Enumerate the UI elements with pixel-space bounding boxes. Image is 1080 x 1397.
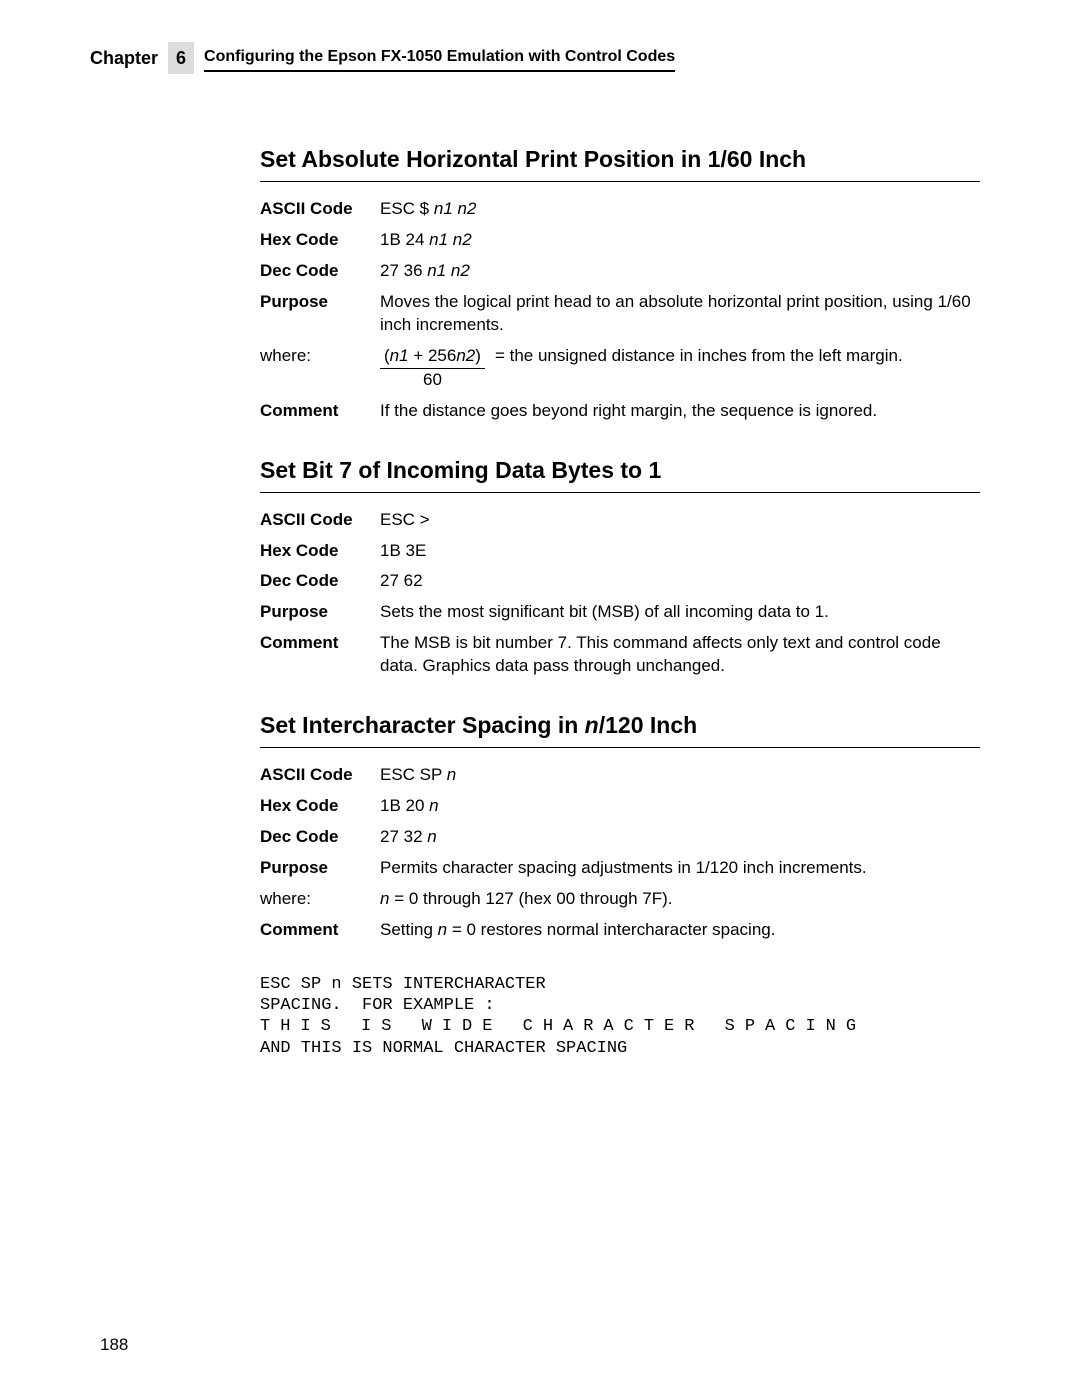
row-label: ASCII Code [260,505,380,536]
row-value: 27 32 n [380,822,980,853]
chapter-title: Configuring the Epson FX-1050 Emulation … [204,46,675,72]
row-value: 1B 20 n [380,791,980,822]
def-table-3: ASCII Code ESC SP n Hex Code 1B 20 n Dec… [260,760,980,946]
row-value: n = 0 through 127 (hex 00 through 7F). [380,884,980,915]
row-value: 27 36 n1 n2 [380,256,980,287]
row-label: Hex Code [260,791,380,822]
row-label: Purpose [260,287,380,341]
row-value: ESC $ n1 n2 [380,194,980,225]
row-value: 1B 3E [380,536,980,567]
row-value: 27 62 [380,566,980,597]
page-content: Set Absolute Horizontal Print Position i… [260,144,980,1059]
row-label: ASCII Code [260,194,380,225]
section-heading-3: Set Intercharacter Spacing in n/120 Inch [260,710,980,748]
chapter-label: Chapter [90,46,158,70]
row-label: Comment [260,628,380,682]
row-value: ESC SP n [380,760,980,791]
printer-sample: ESC SP n SETS INTERCHARACTER SPACING. FO… [260,974,980,1059]
page-number: 188 [100,1334,128,1357]
def-table-2: ASCII Code ESC > Hex Code 1B 3E Dec Code… [260,505,980,683]
row-value: Setting n = 0 restores normal interchara… [380,915,980,946]
section-heading-1: Set Absolute Horizontal Print Position i… [260,144,980,182]
row-value: Moves the logical print head to an absol… [380,287,980,341]
row-value: Sets the most significant bit (MSB) of a… [380,597,980,628]
row-value: If the distance goes beyond right margin… [380,396,980,427]
row-label: Comment [260,915,380,946]
chapter-number: 6 [168,42,194,74]
chapter-header: Chapter 6 Configuring the Epson FX-1050 … [90,42,980,74]
row-label: ASCII Code [260,760,380,791]
row-value: Permits character spacing adjustments in… [380,853,980,884]
row-label: Dec Code [260,822,380,853]
row-label: Hex Code [260,536,380,567]
row-value: 1B 24 n1 n2 [380,225,980,256]
section-heading-2: Set Bit 7 of Incoming Data Bytes to 1 [260,455,980,493]
def-table-1: ASCII Code ESC $ n1 n2 Hex Code 1B 24 n1… [260,194,980,427]
row-label: Purpose [260,853,380,884]
row-value: ESC > [380,505,980,536]
formula-fraction: (n1 + 256n2) 60 [380,345,485,392]
row-value: The MSB is bit number 7. This command af… [380,628,980,682]
row-value: (n1 + 256n2) 60 = the unsigned distance … [380,341,980,396]
row-label: Comment [260,396,380,427]
row-label: Purpose [260,597,380,628]
row-label: where: [260,884,380,915]
row-label: Dec Code [260,566,380,597]
row-label: Hex Code [260,225,380,256]
row-label: where: [260,341,380,396]
row-label: Dec Code [260,256,380,287]
